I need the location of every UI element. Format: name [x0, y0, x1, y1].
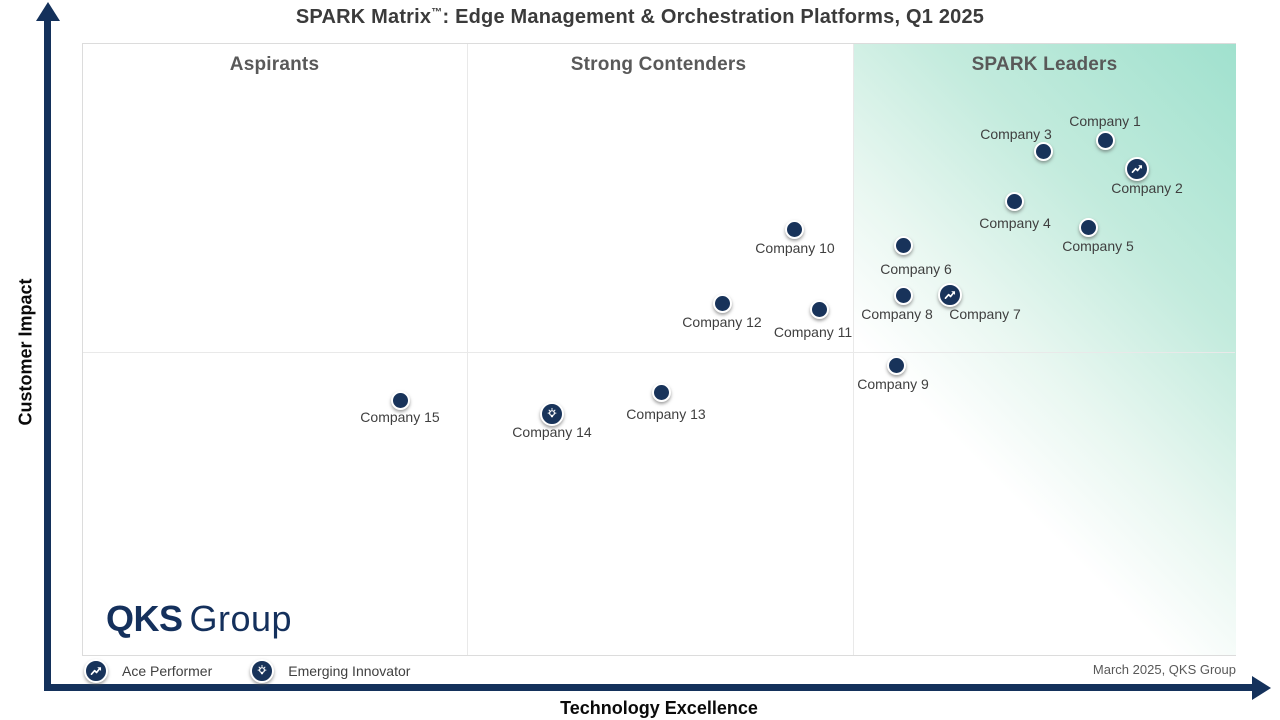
chart-title: SPARK Matrix™: Edge Management & Orchest…: [0, 6, 1280, 29]
x-axis-arrowhead-icon: [1252, 676, 1271, 700]
qks-logo-bold: QKS: [106, 598, 183, 639]
x-axis-label: Technology Excellence: [560, 698, 758, 718]
chart-title-rest: : Edge Management & Orchestration Platfo…: [442, 6, 985, 28]
quadrant-header-strong-contenders: Strong Contenders: [570, 54, 747, 75]
quadrant-divider-vertical-1: [467, 44, 468, 655]
legend-row: Ace Performer Emerging Innovator: [84, 658, 410, 684]
y-axis-line: [44, 16, 51, 691]
chart-title-product: SPARK Matrix: [295, 6, 432, 28]
source-note: March 2025, QKS Group: [1092, 662, 1236, 677]
x-axis-line: [44, 684, 1254, 691]
leaders-gradient-background: [853, 44, 1236, 655]
legend-label: Emerging Innovator: [288, 663, 411, 679]
quadrant-divider-vertical-2: [853, 44, 854, 655]
quadrant-header-spark-leaders: SPARK Leaders: [971, 54, 1118, 75]
quadrant-divider-horizontal: [83, 352, 1235, 353]
quadrant-header-aspirants: Aspirants: [229, 54, 320, 75]
trademark-symbol: ™: [431, 6, 443, 19]
emerging-innovator-icon: [250, 659, 275, 683]
legend-item-emerging-innovator: Emerging Innovator: [250, 659, 410, 683]
qks-logo-regular: Group: [189, 598, 293, 639]
qks-logo: QKS Group: [106, 598, 292, 640]
legend-item-ace-performer: Ace Performer: [84, 659, 212, 683]
plot-area: Aspirants Strong Contenders SPARK Leader…: [82, 43, 1236, 656]
legend-label: Ace Performer: [122, 663, 213, 679]
y-axis-label: Customer Impact: [15, 278, 36, 426]
ace-performer-icon: [84, 659, 108, 683]
y-axis-arrowhead-icon: [36, 2, 60, 21]
